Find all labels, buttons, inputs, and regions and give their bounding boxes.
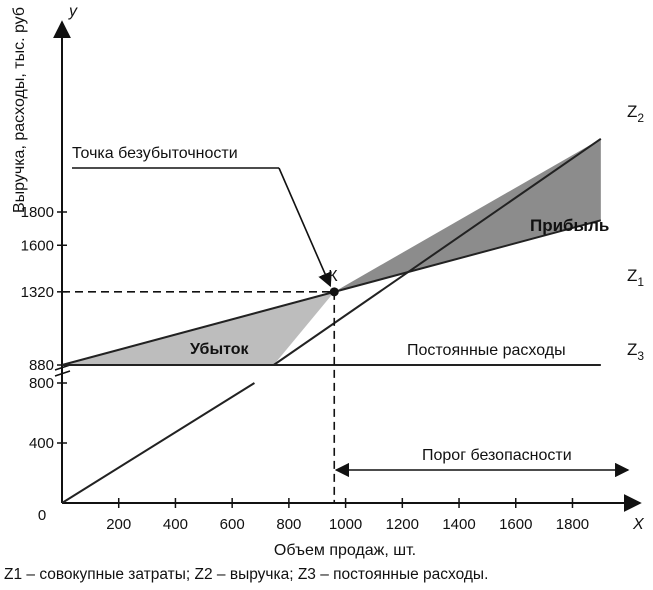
x-tick-label: 1800 [556,516,589,533]
series-label-z3: Z3 [627,340,644,363]
x-tick-label: 1600 [499,516,532,533]
x-tick-label: 200 [106,516,131,533]
breakeven-point [329,287,339,297]
safety-margin-label: Порог безопасности [422,447,572,464]
y-tick-label: 1600 [21,237,54,254]
y-tick-label: 400 [29,435,54,452]
x-tick-label: 600 [220,516,245,533]
origin-label: 0 [38,507,46,524]
y-axis-title: Выручка, расходы, тыс. руб [11,7,28,213]
profit-area [334,138,601,292]
breakeven-callout-arrow [278,167,332,288]
series-line-z2-lower [61,382,255,504]
y-axis-name: y [68,3,78,20]
series-label-z1: Z1 [627,266,644,289]
chart-caption: Z1 – совокупные затраты; Z2 – выручка; Z… [4,566,489,583]
y-tick-label: 800 [29,375,54,392]
fixed-costs-label: Постоянные расходы [407,342,566,359]
x-tick-label: 1000 [329,516,362,533]
series-label-z2: Z2 [627,102,644,125]
x-tick-label: 400 [163,516,188,533]
x-axis-name: X [632,516,645,533]
y-tick-label: 880 [29,357,54,374]
x-tick-label: 1200 [386,516,419,533]
axis-break-mark [54,370,71,377]
x-tick-label: 800 [276,516,301,533]
profit-label: Прибыль [530,216,609,235]
y-tick-label: 1800 [21,204,54,221]
loss-label: Убыток [190,341,250,358]
y-tick-label: 1320 [21,284,54,301]
breakeven-point-label: К [328,268,338,285]
breakeven-callout-text: Точка безубыточности [72,145,238,162]
series-line-z2-upper [273,138,602,366]
x-tick-label: 1400 [442,516,475,533]
x-axis-title: Объем продаж, шт. [274,542,416,559]
